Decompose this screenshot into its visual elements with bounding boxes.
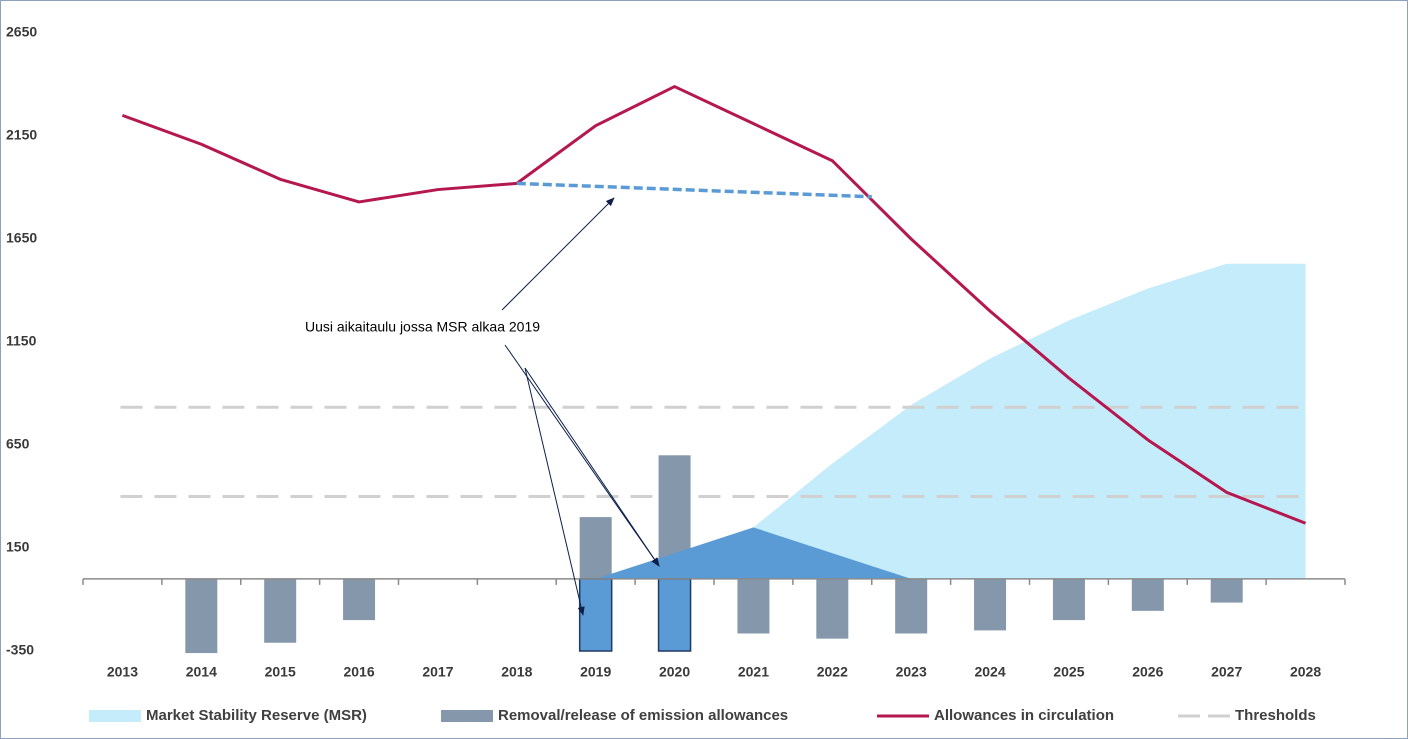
legend-label: Market Stability Reserve (MSR) bbox=[146, 707, 367, 724]
new-schedule-triangle bbox=[595, 527, 912, 579]
y-tick-label: 2150 bbox=[6, 127, 37, 143]
bar bbox=[895, 578, 928, 634]
legend-label: Removal/release of emission allowances bbox=[498, 707, 788, 724]
annotation: Uusi aikaitaulu jossa MSR alkaa 2019 bbox=[305, 319, 540, 335]
plot-area: -350 150 650 1150 1650 2150 2650 2013 2014 2015 20… bbox=[6, 24, 1346, 724]
x-tick-label: 2025 bbox=[1053, 664, 1084, 680]
legend-label: Thresholds bbox=[1235, 707, 1316, 724]
y-tick-label: -350 bbox=[6, 642, 34, 658]
x-tick-label: 2018 bbox=[501, 664, 532, 680]
x-tick-label: 2026 bbox=[1132, 664, 1163, 680]
bar bbox=[737, 578, 770, 634]
legend-swatch bbox=[89, 710, 141, 722]
x-tick-label: 2024 bbox=[974, 664, 1005, 680]
msr-area bbox=[753, 263, 1306, 579]
new-schedule-bar bbox=[657, 578, 692, 652]
bar bbox=[1052, 578, 1085, 621]
y-tick-label: 650 bbox=[6, 436, 30, 452]
x-tick-label: 2019 bbox=[580, 664, 611, 680]
legend-label: Allowances in circulation bbox=[934, 707, 1114, 724]
circulation-line bbox=[121, 85, 1307, 525]
bar bbox=[1131, 578, 1164, 611]
new-schedule-line bbox=[516, 181, 872, 199]
bar bbox=[579, 517, 612, 579]
y-tick-label: 1650 bbox=[6, 230, 37, 246]
bar bbox=[1210, 578, 1243, 603]
x-tick-label: 2028 bbox=[1290, 664, 1321, 680]
annotation-arrows bbox=[501, 197, 660, 616]
x-tick-label: 2016 bbox=[343, 664, 374, 680]
x-tick-label: 2013 bbox=[107, 664, 138, 680]
bar bbox=[343, 578, 376, 621]
arrow bbox=[524, 367, 660, 567]
x-tick-label: 2022 bbox=[817, 664, 848, 680]
x-tick-label: 2015 bbox=[265, 664, 296, 680]
bar bbox=[185, 578, 218, 654]
bar bbox=[264, 578, 297, 643]
x-tick-label: 2027 bbox=[1211, 664, 1242, 680]
y-tick-label: 2650 bbox=[6, 24, 37, 40]
x-tick-label: 2023 bbox=[896, 664, 927, 680]
bar bbox=[974, 578, 1007, 631]
x-tick-label: 2021 bbox=[738, 664, 769, 680]
arrow bbox=[524, 367, 585, 616]
arrow bbox=[504, 344, 660, 567]
x-tick-label: 2014 bbox=[186, 664, 217, 680]
new-schedule-bar bbox=[578, 578, 613, 652]
bar bbox=[816, 578, 849, 639]
y-tick-label: 150 bbox=[6, 539, 30, 555]
x-tick-label: 2017 bbox=[422, 664, 453, 680]
x-tick-label: 2020 bbox=[659, 664, 690, 680]
arrow bbox=[501, 197, 615, 311]
y-tick-label: 1150 bbox=[6, 333, 37, 349]
legend-swatch bbox=[441, 710, 493, 722]
